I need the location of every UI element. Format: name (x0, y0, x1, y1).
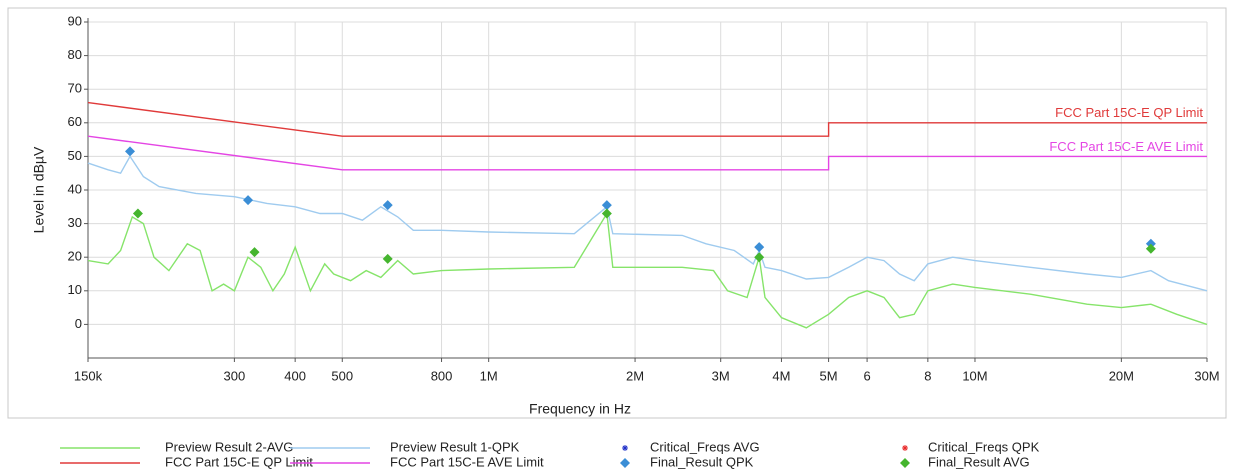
legend-label: FCC Part 15C-E QP Limit (165, 454, 313, 469)
x-tick-label: 20M (1109, 368, 1134, 383)
data-point (132, 208, 143, 219)
legend-label: Preview Result 2-AVG (165, 439, 293, 454)
y-tick-label: 70 (68, 81, 82, 96)
y-tick-label: 60 (68, 114, 82, 129)
legend-swatch (900, 458, 910, 468)
x-tick-label: 3M (712, 368, 730, 383)
y-tick-label: 50 (68, 148, 82, 163)
series-line (87, 101, 1207, 137)
data-point (754, 242, 765, 253)
data-point (243, 195, 254, 206)
x-tick-label: 6 (863, 368, 870, 383)
y-tick-label: 0 (75, 316, 82, 331)
legend-label: Preview Result 1-QPK (390, 439, 520, 454)
x-tick-label: 8 (924, 368, 931, 383)
x-axis-label: Frequency in Hz (529, 401, 631, 417)
data-point (382, 200, 393, 211)
data-point (754, 252, 765, 263)
y-tick-label: 90 (68, 13, 82, 28)
series-line (87, 135, 1207, 171)
y-tick-label: 40 (68, 181, 82, 196)
data-point (249, 247, 260, 258)
y-tick-label: 20 (68, 249, 82, 264)
legend-swatch (622, 445, 628, 451)
y-tick-label: 10 (68, 282, 82, 297)
chart-frame (7, 7, 1227, 419)
legend-label: Final_Result QPK (650, 454, 754, 469)
x-tick-label: 1M (480, 368, 498, 383)
data-point (382, 253, 393, 264)
legend-label: Critical_Freqs QPK (928, 439, 1040, 454)
x-tick-label: 400 (284, 368, 306, 383)
line-label: FCC Part 15C-E QP Limit (1055, 105, 1203, 120)
data-point (601, 200, 612, 211)
data-point (124, 146, 135, 157)
data-point (601, 208, 612, 219)
x-tick-label: 4M (772, 368, 790, 383)
legend-label: Critical_Freqs AVG (650, 439, 760, 454)
data-point (1145, 243, 1156, 254)
series-line (87, 155, 1208, 292)
y-tick-label: 80 (68, 47, 82, 62)
x-tick-label: 5M (820, 368, 838, 383)
data-point (1145, 238, 1156, 249)
line-label: FCC Part 15C-E AVE Limit (1049, 139, 1203, 154)
x-tick-label: 300 (224, 368, 246, 383)
legend-label: Final_Result AVG (928, 454, 1030, 469)
x-tick-label: 500 (331, 368, 353, 383)
x-tick-label: 150k (74, 368, 103, 383)
y-tick-label: 30 (68, 215, 82, 230)
x-tick-label: 10M (962, 368, 987, 383)
x-tick-label: 30M (1194, 368, 1219, 383)
series-line (87, 211, 1208, 329)
legend-label: FCC Part 15C-E AVE Limit (390, 454, 544, 469)
legend-swatch (620, 458, 630, 468)
y-axis-label: Level in dBµV (31, 146, 47, 233)
x-tick-label: 2M (626, 368, 644, 383)
legend-swatch (902, 445, 908, 451)
x-tick-label: 800 (431, 368, 453, 383)
